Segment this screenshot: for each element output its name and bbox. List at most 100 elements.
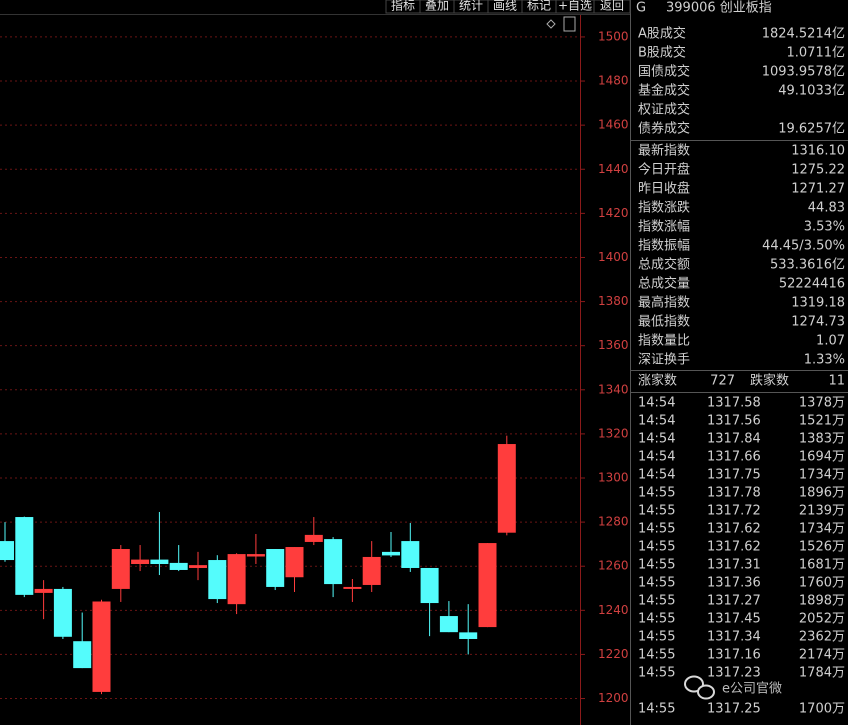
tick-row: 14:55 1317.78 1896万: [638, 486, 845, 501]
tick-volume: 1700万: [799, 702, 845, 717]
stat-row: A股成交 1824.5214亿: [638, 26, 845, 42]
candle-body: [285, 547, 304, 578]
tick-volume: 1526万: [799, 540, 845, 555]
stat-label: 总成交额: [638, 257, 690, 273]
stat-row: 指数量比 1.07: [638, 334, 845, 349]
stat-row: 权证成交: [638, 102, 690, 118]
tick-row: 14:54 1317.56 1521万: [638, 414, 845, 429]
tick-time: 14:55: [638, 558, 675, 573]
candle: [285, 547, 304, 593]
stat-value: 1319.18: [791, 296, 845, 311]
y-tick-label: 1360: [598, 338, 629, 352]
tick-volume: 1760万: [799, 576, 845, 591]
stat-label: 指数振幅: [638, 239, 690, 254]
stat-row: 指数振幅 44.45/3.50%: [638, 239, 845, 254]
tick-price: 1317.72: [707, 504, 761, 519]
tick-volume: 1734万: [799, 522, 845, 537]
stat-label: 今日开盘: [638, 162, 690, 178]
button-label[interactable]: 叠加: [425, 0, 449, 13]
tick-price: 1317.27: [707, 594, 761, 609]
y-tick-label: 1300: [598, 471, 629, 485]
candle: [92, 599, 111, 695]
stat-row: 指数涨幅 3.53%: [638, 220, 845, 235]
y-tick-label: 1200: [598, 691, 629, 705]
tick-row: 14:55 1317.23 1784万: [638, 666, 845, 681]
tick-time: 14:54: [638, 414, 675, 429]
button-label[interactable]: 返回: [600, 0, 624, 13]
candle: [0, 522, 14, 562]
stat-value: 1275.22: [791, 163, 845, 178]
tick-price: 1317.62: [707, 522, 761, 537]
button-label[interactable]: 标记: [527, 0, 551, 13]
button-bg[interactable]: [593, 0, 631, 14]
candle-body: [73, 641, 92, 669]
candle: [420, 567, 439, 637]
toolbar-button[interactable]: 返回: [593, 0, 631, 14]
stat-value: 1271.27: [791, 182, 845, 197]
tick-time: 14:55: [638, 540, 675, 555]
stat-label: 债券成交: [638, 121, 690, 137]
y-tick-label: 1460: [598, 118, 629, 132]
diamond-icon[interactable]: [546, 19, 556, 29]
tick-row: 14:55 1317.62 1526万: [638, 540, 845, 555]
candle-body: [382, 551, 400, 556]
stat-value: 52224416: [779, 277, 845, 292]
y-tick-label: 1320: [598, 426, 629, 440]
button-label[interactable]: 画线: [493, 0, 517, 13]
tick-volume: 1681万: [799, 558, 845, 573]
tick-row: 14:55 1317.72 2139万: [638, 504, 845, 519]
button-label[interactable]: 统计: [459, 0, 483, 13]
toolbar: 指标 叠加 统计 画线 标记 +自选 返回: [385, 0, 631, 14]
tick-time: 14:54: [638, 450, 675, 465]
button-label[interactable]: 指标: [391, 0, 415, 13]
y-tick-label: 1480: [598, 74, 629, 88]
stat-value: 1.0711亿: [787, 46, 846, 61]
candle: [150, 511, 169, 576]
watermark: e公司官微: [722, 681, 782, 697]
tick-price: 1317.62: [707, 540, 761, 555]
toolbar-button[interactable]: 指标: [385, 0, 421, 14]
stat-row: 总成交额 533.3616亿: [638, 257, 845, 273]
stat-value: 49.1033亿: [778, 84, 845, 99]
candle: [382, 532, 400, 557]
tick-row: 14:54 1317.66 1694万: [638, 450, 845, 465]
tick-time: 14:55: [638, 666, 675, 681]
candle-body: [343, 586, 362, 589]
toolbar-button[interactable]: 画线: [487, 0, 523, 14]
y-tick-label: 1380: [598, 294, 629, 308]
candle-body: [266, 549, 285, 587]
toolbar-button[interactable]: 统计: [453, 0, 489, 14]
candle-body: [227, 554, 246, 605]
tick-volume: 2174万: [799, 648, 845, 663]
tick-row: 14:54 1317.58 1378万: [638, 396, 845, 411]
stat-row: 最新指数 1316.10: [638, 143, 845, 159]
panel-icon[interactable]: [563, 16, 576, 32]
stat-label: 权证成交: [638, 102, 690, 118]
toolbar-button[interactable]: +自选: [555, 0, 595, 14]
y-tick-label: 1420: [598, 206, 629, 220]
stat-label: 最高指数: [638, 295, 690, 311]
tick-volume: 1383万: [799, 432, 845, 447]
tick-price: 1317.58: [707, 396, 761, 411]
tick-volume: 1898万: [799, 594, 845, 609]
stat-value: 44.45/3.50%: [762, 239, 845, 254]
stat-label: 指数涨跌: [638, 200, 690, 216]
toolbar-button[interactable]: 叠加: [419, 0, 455, 14]
toolbar-button[interactable]: 标记: [521, 0, 557, 14]
y-tick-label: 1220: [598, 647, 629, 661]
candle: [343, 579, 362, 602]
candle-body: [150, 559, 169, 565]
candle: [478, 543, 497, 628]
candle-body: [439, 616, 458, 633]
tick-time: 14:54: [638, 396, 675, 411]
candle: [34, 580, 53, 620]
tick-time: 14:54: [638, 468, 675, 483]
tick-row: 14:55 1317.16 2174万: [638, 648, 845, 663]
button-label[interactable]: +自选: [558, 0, 592, 13]
stat-row: 昨日收盘 1271.27: [638, 181, 845, 197]
stat-row: 债券成交 19.6257亿: [638, 121, 845, 137]
candle-body: [131, 559, 150, 565]
y-tick-label: 1500: [598, 29, 629, 43]
stat-label: 最新指数: [638, 143, 690, 159]
